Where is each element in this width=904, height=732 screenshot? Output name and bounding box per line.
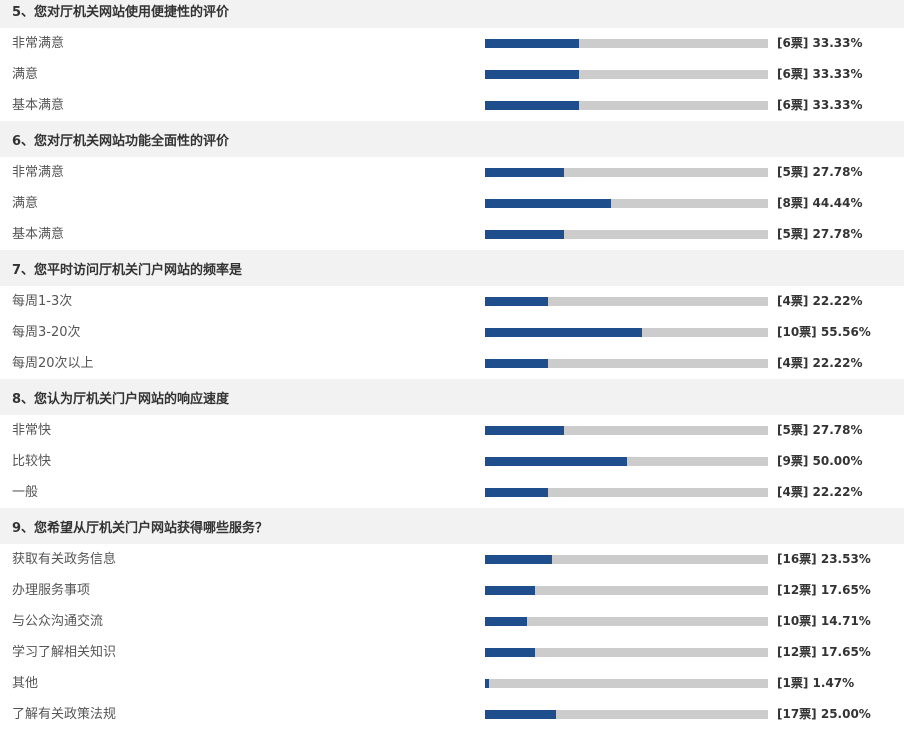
progress-bar-fill: [485, 710, 556, 719]
progress-bar-fill: [485, 230, 564, 239]
progress-bar-track: [485, 168, 768, 177]
progress-bar-fill: [485, 648, 535, 657]
progress-bar-fill: [485, 488, 548, 497]
vote-result: [4票] 22.22%: [777, 294, 863, 308]
option-label: 每周1-3次: [12, 294, 73, 309]
option-label: 每周20次以上: [12, 356, 94, 371]
vote-result: [5票] 27.78%: [777, 227, 863, 241]
progress-bar-fill: [485, 679, 490, 688]
progress-bar-track: [485, 230, 768, 239]
vote-result: [8票] 44.44%: [777, 196, 863, 210]
progress-bar-fill: [485, 70, 580, 79]
progress-bar-fill: [485, 426, 564, 435]
progress-bar-track: [485, 359, 768, 368]
option-label: 满意: [12, 67, 39, 82]
progress-bar-track: [485, 101, 768, 110]
progress-bar-track: [485, 488, 768, 497]
option-label: 其他: [12, 676, 39, 691]
vote-result: [16票] 23.53%: [777, 552, 871, 566]
vote-result: [10票] 14.71%: [777, 614, 871, 628]
option-row: 与公众沟通交流 [10票] 14.71%: [0, 606, 904, 637]
option-row: 满意 [6票] 33.33%: [0, 59, 904, 90]
option-row: 每周3-20次 [10票] 55.56%: [0, 317, 904, 348]
progress-bar-track: [485, 679, 768, 688]
progress-bar-fill: [485, 199, 611, 208]
vote-result: [6票] 33.33%: [777, 98, 863, 112]
option-label: 办理服务事项: [12, 583, 91, 598]
progress-bar-track: [485, 710, 768, 719]
progress-bar-fill: [485, 168, 564, 177]
option-row: 基本满意 [6票] 33.33%: [0, 90, 904, 121]
option-label: 了解有关政策法规: [12, 707, 117, 722]
option-row: 每周20次以上 [4票] 22.22%: [0, 348, 904, 379]
option-row: 学习了解相关知识 [12票] 17.65%: [0, 637, 904, 668]
progress-bar-fill: [485, 457, 627, 466]
vote-result: [12票] 17.65%: [777, 583, 871, 597]
question-title: 9、您希望从厅机关门户网站获得哪些服务？: [0, 508, 904, 544]
option-label: 非常快: [12, 423, 52, 438]
option-label: 满意: [12, 196, 39, 211]
progress-bar-track: [485, 39, 768, 48]
option-row: 一般 [4票] 22.22%: [0, 477, 904, 508]
option-label: 获取有关政务信息: [12, 552, 117, 567]
vote-result: [1票] 1.47%: [777, 676, 855, 690]
progress-bar-track: [485, 70, 768, 79]
option-row: 基本满意 [5票] 27.78%: [0, 219, 904, 250]
vote-result: [12票] 17.65%: [777, 645, 871, 659]
progress-bar-fill: [485, 617, 527, 626]
progress-bar-track: [485, 586, 768, 595]
vote-result: [5票] 27.78%: [777, 165, 863, 179]
progress-bar-track: [485, 648, 768, 657]
question-title: 7、您平时访问厅机关门户网站的频率是: [0, 250, 904, 286]
option-row: 比较快 [9票] 50.00%: [0, 446, 904, 477]
option-label: 非常满意: [12, 165, 65, 180]
question-title: 5、您对厅机关网站使用便捷性的评价: [0, 0, 904, 28]
vote-result: [6票] 33.33%: [777, 67, 863, 81]
option-label: 每周3-20次: [12, 325, 81, 340]
progress-bar-fill: [485, 359, 548, 368]
option-label: 比较快: [12, 454, 52, 469]
option-row: 非常快 [5票] 27.78%: [0, 415, 904, 446]
option-label: 基本满意: [12, 98, 65, 113]
vote-result: [17票] 25.00%: [777, 707, 871, 721]
progress-bar-track: [485, 617, 768, 626]
option-row: 每周1-3次 [4票] 22.22%: [0, 286, 904, 317]
option-row: 其他 [1票] 1.47%: [0, 668, 904, 699]
progress-bar-fill: [485, 555, 552, 564]
progress-bar-fill: [485, 297, 548, 306]
progress-bar-fill: [485, 328, 643, 337]
option-label: 与公众沟通交流: [12, 614, 104, 629]
progress-bar-track: [485, 199, 768, 208]
option-label: 非常满意: [12, 36, 65, 51]
vote-result: [4票] 22.22%: [777, 356, 863, 370]
vote-result: [9票] 50.00%: [777, 454, 863, 468]
option-row: 非常满意 [6票] 33.33%: [0, 28, 904, 59]
option-row: 办理服务事项 [12票] 17.65%: [0, 575, 904, 606]
vote-result: [5票] 27.78%: [777, 423, 863, 437]
progress-bar-fill: [485, 101, 580, 110]
option-label: 基本满意: [12, 227, 65, 242]
option-row: 了解有关政策法规 [17票] 25.00%: [0, 699, 904, 730]
question-title: 8、您认为厅机关门户网站的响应速度: [0, 379, 904, 415]
vote-result: [10票] 55.56%: [777, 325, 871, 339]
vote-result: [4票] 22.22%: [777, 485, 863, 499]
progress-bar-track: [485, 426, 768, 435]
option-row: 非常满意 [5票] 27.78%: [0, 157, 904, 188]
progress-bar-track: [485, 328, 768, 337]
progress-bar-fill: [485, 39, 580, 48]
progress-bar-track: [485, 297, 768, 306]
vote-result: [6票] 33.33%: [777, 36, 863, 50]
option-row: 获取有关政务信息 [16票] 23.53%: [0, 544, 904, 575]
option-label: 学习了解相关知识: [12, 645, 117, 660]
option-row: 满意 [8票] 44.44%: [0, 188, 904, 219]
progress-bar-track: [485, 555, 768, 564]
progress-bar-fill: [485, 586, 535, 595]
progress-bar-track: [485, 457, 768, 466]
option-label: 一般: [12, 485, 39, 500]
question-title: 6、您对厅机关网站功能全面性的评价: [0, 121, 904, 157]
